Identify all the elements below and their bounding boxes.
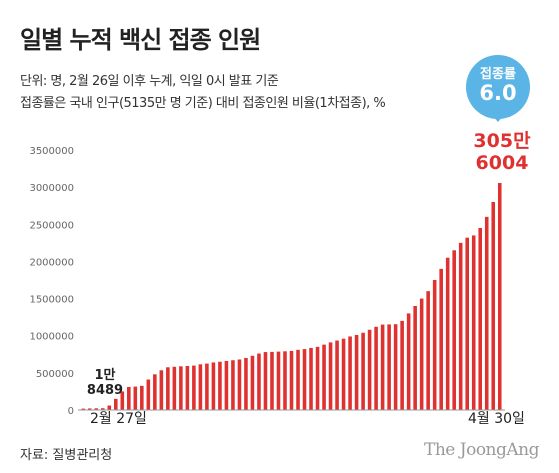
bar — [465, 237, 469, 410]
first-value-callout: 1만 8489 — [82, 368, 128, 398]
bar — [374, 326, 378, 410]
y-tick-label: 2500000 — [29, 220, 74, 231]
last-value-callout: 305만 6004 — [462, 130, 542, 174]
x-axis-first-label: 2월 27일 — [90, 411, 147, 427]
bar — [198, 364, 203, 410]
bar — [419, 298, 424, 410]
bar — [237, 359, 242, 410]
y-tick-label: 1000000 — [29, 332, 74, 343]
bar — [133, 386, 138, 410]
bar — [406, 313, 411, 410]
bar — [127, 386, 131, 410]
bar — [120, 391, 125, 410]
bar — [387, 324, 391, 410]
bar — [218, 361, 222, 410]
bar — [471, 235, 476, 410]
bar — [270, 351, 274, 410]
bar — [179, 366, 183, 410]
y-tick-label: 2000000 — [29, 257, 74, 268]
bar — [439, 268, 443, 410]
bar — [192, 365, 196, 410]
bar — [257, 353, 261, 410]
bar — [276, 351, 281, 410]
bar — [491, 202, 496, 410]
last-value-line2: 6004 — [475, 152, 529, 174]
bar — [211, 362, 216, 410]
bar — [231, 360, 235, 410]
bar — [263, 352, 268, 410]
y-tick-label: 3500000 — [29, 146, 74, 157]
last-value-line1: 305만 — [473, 130, 531, 152]
bar — [244, 358, 248, 410]
y-tick-label: 1500000 — [29, 295, 74, 306]
bar — [159, 370, 164, 410]
y-tick-label: 3000000 — [29, 183, 74, 194]
bar — [432, 280, 437, 410]
first-value-line2: 8489 — [86, 383, 124, 398]
source-note: 자료: 질병관리청 — [20, 448, 113, 463]
bar — [107, 405, 112, 410]
bar — [114, 398, 118, 410]
bar — [393, 324, 398, 410]
bar — [140, 385, 144, 410]
bar — [283, 351, 287, 410]
bar — [361, 332, 365, 410]
bar — [380, 324, 385, 410]
bar — [426, 291, 430, 410]
bar — [458, 242, 463, 410]
bar — [413, 306, 417, 410]
bar — [224, 360, 229, 410]
first-value-line1: 1만 — [94, 368, 116, 383]
bar — [166, 367, 170, 410]
bar — [250, 355, 255, 410]
bar — [341, 338, 346, 410]
bar — [354, 334, 359, 410]
bar — [497, 182, 502, 410]
chart-subtitle-rate-note: 접종률은 국내 인구(5135만 명 기준) 대비 접종인원 비율(1차접종),… — [20, 96, 386, 111]
y-axis-tick-labels: 0 500000 1000000 1500000 2000000 2500000 30000… — [29, 146, 74, 417]
bar — [146, 379, 151, 410]
vaccination-rate-label: 접종률 — [480, 67, 516, 82]
y-tick-label: 500000 — [36, 369, 74, 380]
bar — [315, 346, 320, 410]
bar — [322, 344, 326, 410]
bar — [296, 349, 300, 410]
bar — [81, 408, 86, 410]
bar — [328, 342, 333, 410]
bar — [172, 366, 177, 410]
x-axis-last-label: 4월 30일 — [468, 411, 525, 427]
badge-pointer-icon — [486, 108, 510, 122]
bar — [367, 329, 372, 410]
bar — [309, 347, 313, 410]
bar — [94, 408, 99, 410]
bar — [100, 408, 105, 410]
bar — [478, 228, 483, 410]
bar — [335, 340, 339, 410]
bar — [289, 350, 294, 410]
y-tick-label: 0 — [68, 406, 74, 417]
bar — [445, 257, 450, 410]
bar — [400, 320, 404, 410]
bar — [87, 408, 92, 410]
bar — [153, 374, 157, 410]
bar — [185, 366, 190, 410]
bar — [452, 250, 456, 410]
bar — [205, 363, 209, 410]
bar — [348, 336, 352, 410]
bar-series — [81, 182, 502, 410]
brand-logo: The JoongAng — [424, 440, 539, 460]
chart-subtitle-units: 단위: 명, 2월 26일 이후 누계, 익일 0시 발표 기준 — [20, 74, 279, 89]
chart-title: 일별 누적 백신 접종 인원 — [20, 26, 261, 54]
bar — [302, 349, 307, 410]
bar — [484, 216, 489, 410]
vaccination-rate-value: 6.0 — [479, 81, 517, 105]
